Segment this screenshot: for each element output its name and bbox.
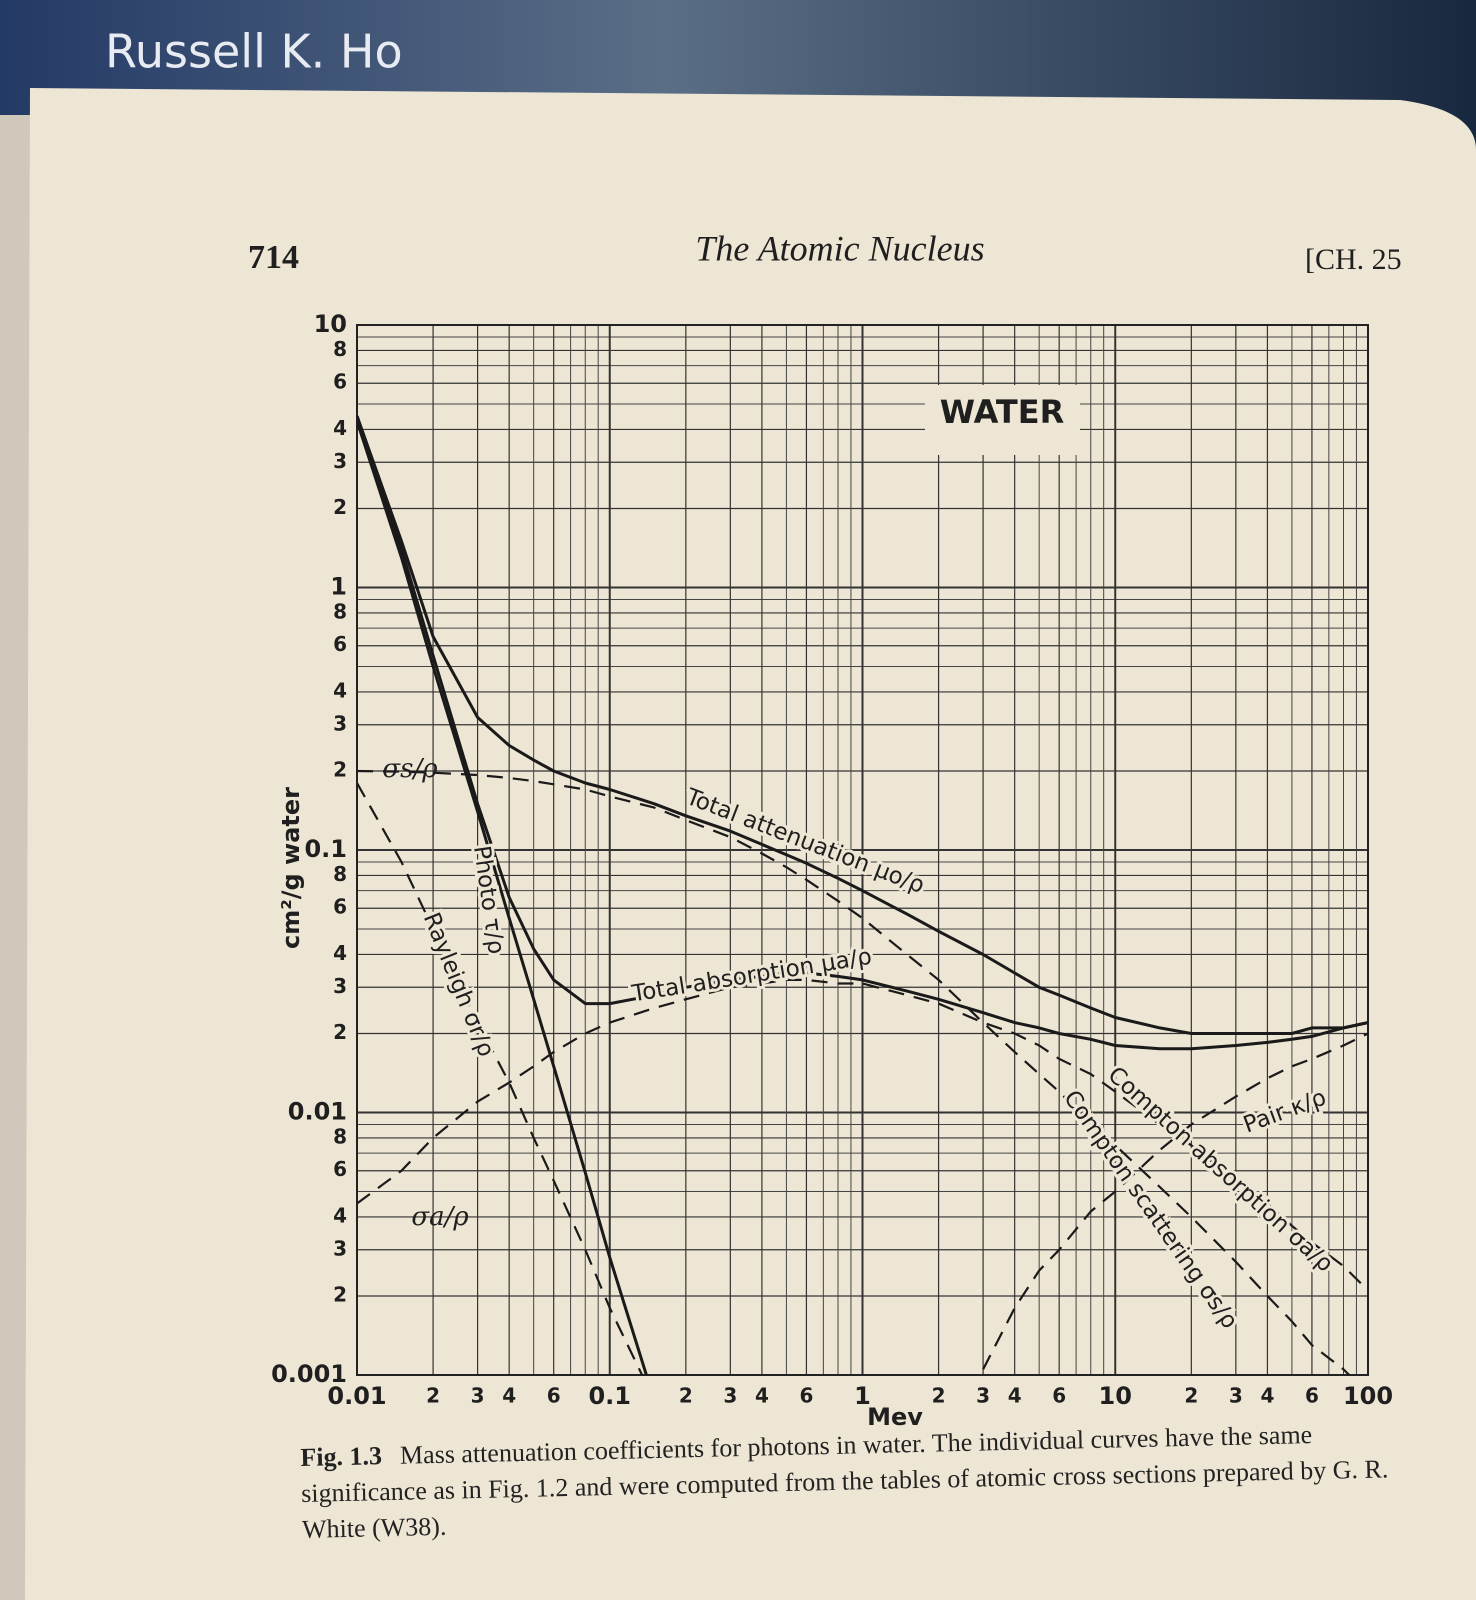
x-tick-label: 6 — [1305, 1384, 1319, 1408]
x-tick-label: 2 — [932, 1384, 946, 1408]
x-tick-label: 0.01 — [327, 1382, 386, 1410]
x-tick-label: 3 — [976, 1384, 990, 1408]
y-tick-label: 2 — [333, 495, 347, 519]
y-tick-label: 1 — [330, 573, 347, 601]
x-tick-label: 6 — [547, 1384, 561, 1408]
x-tick-label: 2 — [1184, 1384, 1198, 1408]
x-tick-label: 3 — [723, 1384, 737, 1408]
series-line — [357, 415, 1368, 1035]
cover-text: Russell K. Ho — [105, 25, 403, 79]
y-tick-label: 2 — [333, 757, 347, 781]
annotation: σa/ρ — [411, 1202, 469, 1232]
series-line — [982, 1032, 1368, 1370]
y-tick-label: 4 — [333, 678, 347, 702]
y-tick-label: 0.01 — [288, 1098, 347, 1126]
y-tick-label: 10 — [314, 310, 347, 338]
y-tick-label: 4 — [333, 416, 347, 440]
x-tick-label: 3 — [471, 1384, 485, 1408]
y-tick-label: 3 — [333, 449, 347, 473]
series-line — [357, 769, 1351, 1375]
y-tick-label: 3 — [333, 711, 347, 735]
y-tick-label: 8 — [333, 337, 347, 361]
x-tick-label: 100 — [1343, 1382, 1393, 1410]
series-line — [357, 782, 644, 1375]
x-tick-label: 2 — [426, 1384, 440, 1408]
book-page — [25, 88, 1476, 1600]
series-line — [357, 420, 648, 1375]
y-tick-label: 8 — [333, 1124, 347, 1148]
y-tick-label: 3 — [333, 974, 347, 998]
page-number: 714 — [248, 239, 299, 276]
x-tick-label: 0.1 — [588, 1382, 631, 1410]
x-tick-label: 4 — [1260, 1384, 1274, 1408]
chapter: [CH. 25 — [1305, 243, 1402, 276]
y-tick-label: 4 — [333, 941, 347, 965]
x-tick-label: 6 — [799, 1384, 813, 1408]
x-tick-label: 4 — [755, 1384, 769, 1408]
x-tick-label: 6 — [1052, 1384, 1066, 1408]
y-tick-label: 6 — [333, 1157, 347, 1181]
y-tick-label: 0.1 — [304, 835, 347, 863]
x-tick-label: 1 — [854, 1382, 871, 1410]
annotation-box — [925, 385, 1080, 455]
x-tick-label: 10 — [1099, 1382, 1132, 1410]
y-tick-label: 2 — [333, 1282, 347, 1306]
x-tick-label: 2 — [679, 1384, 693, 1408]
x-tick-label: 4 — [1008, 1384, 1022, 1408]
y-axis-label: cm²/g water — [277, 787, 305, 949]
annotation: WATER — [940, 393, 1064, 431]
figure-label: Fig. 1.3 — [300, 1441, 383, 1472]
caption-text: Mass attenuation coefficients for photon… — [300, 1420, 1389, 1544]
y-tick-label: 6 — [333, 895, 347, 919]
running-title: The Atomic Nucleus — [695, 228, 984, 268]
annotation: σs/ρ — [382, 754, 438, 784]
x-tick-label: 3 — [1229, 1384, 1243, 1408]
y-tick-label: 6 — [333, 370, 347, 394]
x-axis-label: Mev — [867, 1403, 923, 1431]
x-tick-label: 4 — [502, 1384, 516, 1408]
y-tick-label: 4 — [333, 1203, 347, 1227]
y-tick-label: 2 — [333, 1020, 347, 1044]
y-tick-label: 6 — [333, 632, 347, 656]
plot-frame — [356, 324, 1369, 1376]
y-tick-label: 8 — [333, 862, 347, 886]
y-tick-label: 0.001 — [271, 1360, 347, 1388]
y-tick-label: 8 — [333, 599, 347, 623]
y-tick-label: 3 — [333, 1236, 347, 1260]
series-line — [357, 415, 1368, 1051]
